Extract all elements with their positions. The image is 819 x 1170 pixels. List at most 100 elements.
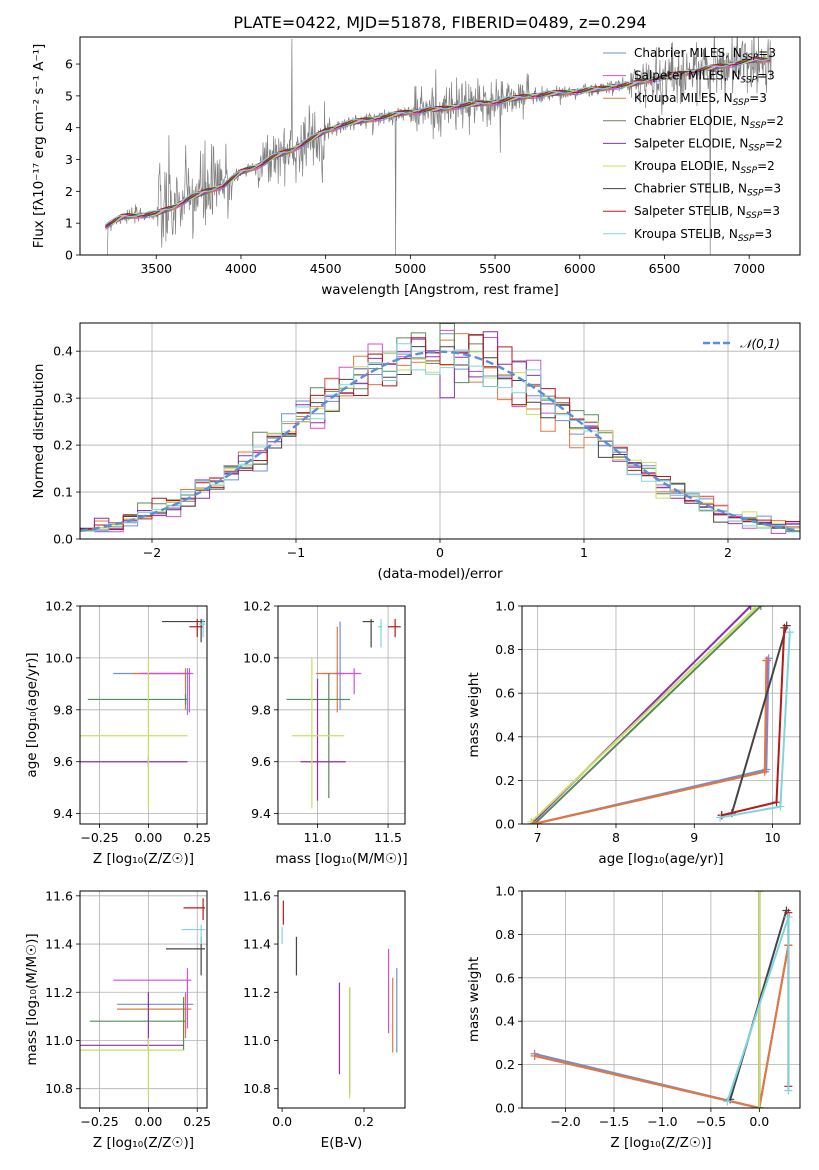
legend-subscript: SSP bbox=[741, 76, 758, 86]
weight-marker bbox=[530, 1051, 539, 1060]
y-tick-label: 0.4 bbox=[53, 344, 73, 359]
x-tick-label: 1 bbox=[580, 545, 588, 560]
point-salpeter-stelib bbox=[388, 618, 401, 638]
x-tick-label: 7000 bbox=[733, 261, 765, 276]
y-tick-label: 0.1 bbox=[53, 485, 73, 500]
legend-subscript: SSP bbox=[738, 234, 755, 244]
y-axis-label: age [log₁₀(age/yr)] bbox=[24, 652, 40, 777]
x-axis-label: E(B-V) bbox=[321, 1135, 363, 1151]
y-tick-label: 0.8 bbox=[495, 927, 515, 942]
y-tick-label: 9.6 bbox=[53, 754, 73, 769]
point-chabrier-elodie bbox=[89, 997, 186, 1051]
y-tick-label: 11.6 bbox=[243, 888, 271, 903]
chart-mass-vs-EBV: 0.0 0.2 10.8 11.0 11.2 11.4 11.6 E(B-V) bbox=[243, 888, 406, 1151]
legend-subscript: SSP bbox=[742, 53, 759, 63]
axes-frame bbox=[277, 890, 406, 1109]
weight-marker bbox=[746, 606, 755, 610]
x-tick-label: 6000 bbox=[564, 261, 596, 276]
weight-marker bbox=[756, 606, 765, 610]
figure-title: PLATE=0422, MJD=51878, FIBERID=0489, z=0… bbox=[233, 13, 646, 32]
legend-entry-salpeter-stelib: Salpeter STELIB, NSSP=3 bbox=[634, 204, 780, 221]
plot-area bbox=[286, 618, 401, 809]
legend-text: Kroupa ELODIE, N bbox=[634, 159, 741, 173]
x-tick-label: −1 bbox=[287, 545, 305, 560]
legend-subscript: SSP bbox=[748, 143, 765, 153]
y-tick-label: 2 bbox=[65, 184, 73, 199]
weight-marker bbox=[760, 767, 769, 776]
plot-area bbox=[281, 900, 398, 1099]
y-tick-label: 0 bbox=[65, 248, 73, 263]
y-tick-label: 5 bbox=[65, 88, 73, 103]
point-chabrier-stelib bbox=[362, 618, 374, 648]
legend: 𝒩(0,1) bbox=[703, 337, 780, 351]
point-salpeter-miles bbox=[140, 668, 194, 713]
series-salpeter-stelib bbox=[717, 623, 789, 820]
point-salpeter-elodie bbox=[300, 678, 346, 801]
x-tick-label: −1.0 bbox=[647, 1114, 677, 1129]
point-salpeter-miles bbox=[113, 968, 192, 1029]
legend-text: Salpeter ELODIE, N bbox=[634, 136, 748, 150]
y-tick-label: 0.4 bbox=[495, 729, 515, 744]
y-tick-label: 11.4 bbox=[45, 937, 73, 952]
legend-text: Kroupa MILES, N bbox=[634, 91, 733, 105]
x-axis-label: Z [log₁₀(Z/Z☉)] bbox=[93, 1135, 194, 1151]
legend-entry-kroupa-stelib: Kroupa STELIB, NSSP=3 bbox=[634, 227, 772, 244]
legend-text-end: =2 bbox=[765, 136, 783, 150]
weight-marker bbox=[784, 913, 793, 922]
legend-entry-salpeter-elodie: Salpeter ELODIE, NSSP=2 bbox=[634, 136, 783, 153]
x-tick-label: 0.2 bbox=[354, 1114, 374, 1129]
series-kroupa-stelib bbox=[723, 913, 793, 1106]
y-tick-label: 10.8 bbox=[45, 1081, 73, 1096]
x-tick-label: 3500 bbox=[140, 261, 172, 276]
axes-frame bbox=[79, 36, 801, 256]
x-axis-label: wavelength [Angstrom, rest frame] bbox=[321, 282, 559, 298]
x-tick-label: −1.5 bbox=[599, 1114, 629, 1129]
y-tick-label: 11.2 bbox=[243, 985, 271, 1000]
y-tick-label: 0.6 bbox=[495, 970, 515, 985]
point-chabrier-stelib bbox=[162, 618, 206, 643]
point-chabrier-miles bbox=[117, 992, 194, 1029]
y-tick-label: 1.0 bbox=[495, 884, 515, 899]
legend-text: Kroupa STELIB, N bbox=[634, 227, 738, 241]
weight-line bbox=[533, 606, 762, 824]
legend-entry-salpeter-miles: Salpeter MILES, NSSP=3 bbox=[634, 69, 775, 86]
y-tick-label: 0.2 bbox=[495, 773, 515, 788]
legend-text-end: =3 bbox=[764, 182, 782, 196]
y-tick-label: 3 bbox=[65, 152, 73, 167]
weight-marker bbox=[785, 628, 794, 637]
point-kroupa-elodie bbox=[80, 1038, 184, 1099]
point-kroupa-miles bbox=[117, 994, 192, 1039]
plot-area bbox=[80, 898, 206, 1099]
y-axis-label: mass weight bbox=[466, 957, 482, 1042]
legend-text: Chabrier ELODIE, N bbox=[634, 114, 750, 128]
weight-marker bbox=[776, 802, 785, 811]
weight-line bbox=[726, 916, 790, 1102]
x-tick-label: 5000 bbox=[394, 261, 426, 276]
axes-frame bbox=[79, 322, 801, 540]
y-tick-label: 11.2 bbox=[45, 985, 73, 1000]
weight-line bbox=[534, 945, 790, 1108]
legend-subscript: SSP bbox=[747, 189, 764, 199]
axes-frame bbox=[277, 605, 406, 825]
chart-residuals: −2 −1 0 1 2 0.0 0.1 0.2 0.3 0.4 (data-model)/error… bbox=[31, 322, 801, 582]
point-salpeter-elodie bbox=[80, 756, 188, 767]
y-tick-label: 9.8 bbox=[53, 702, 73, 717]
plot-area bbox=[530, 891, 793, 1108]
point-kroupa-stelib bbox=[378, 618, 383, 648]
weight-line bbox=[533, 660, 768, 824]
point-chabrier-elodie bbox=[87, 694, 188, 705]
y-tick-label: 10.8 bbox=[243, 1081, 271, 1096]
legend-entry-chabrier-elodie: Chabrier ELODIE, NSSP=2 bbox=[634, 114, 784, 131]
y-tick-label: 11.4 bbox=[243, 937, 271, 952]
y-tick-label: 0.3 bbox=[53, 391, 73, 406]
x-axis-label: mass [log₁₀(M/M☉)] bbox=[275, 851, 407, 867]
legend-text-end: =3 bbox=[758, 46, 776, 60]
y-tick-label: 10.2 bbox=[243, 599, 271, 614]
axes-frame bbox=[521, 605, 801, 825]
point-chabrier-stelib bbox=[165, 936, 206, 976]
legend-text-end: =2 bbox=[766, 114, 784, 128]
chart-age-vs-Z: −0.25 0.00 0.25 9.4 9.6 9.8 10.0 10.2 Z [log₁₀(Z… bbox=[24, 599, 211, 868]
x-tick-label: 9 bbox=[690, 830, 698, 845]
series-chabrier-elodie bbox=[530, 606, 765, 824]
x-axis-label: Z [log₁₀(Z/Z☉)] bbox=[93, 851, 194, 867]
